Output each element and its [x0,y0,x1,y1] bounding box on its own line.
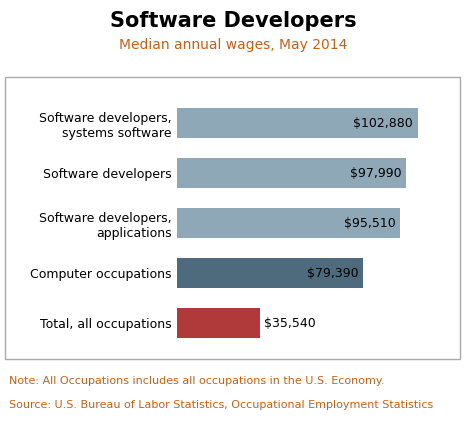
Bar [177,158,406,188]
Text: $35,540: $35,540 [264,317,316,330]
Bar [177,208,401,238]
Text: Median annual wages, May 2014: Median annual wages, May 2014 [119,38,348,52]
Text: Note: All Occupations includes all occupations in the U.S. Economy.: Note: All Occupations includes all occup… [9,376,385,386]
Bar [177,108,417,138]
Text: Source: U.S. Bureau of Labor Statistics, Occupational Employment Statistics: Source: U.S. Bureau of Labor Statistics,… [9,400,433,410]
Text: $102,880: $102,880 [353,116,413,130]
Text: $95,510: $95,510 [344,217,396,230]
Bar [177,258,363,288]
Text: $79,390: $79,390 [306,266,358,280]
Text: Software Developers: Software Developers [110,11,357,31]
Bar [177,308,261,338]
Text: $97,990: $97,990 [350,167,402,180]
